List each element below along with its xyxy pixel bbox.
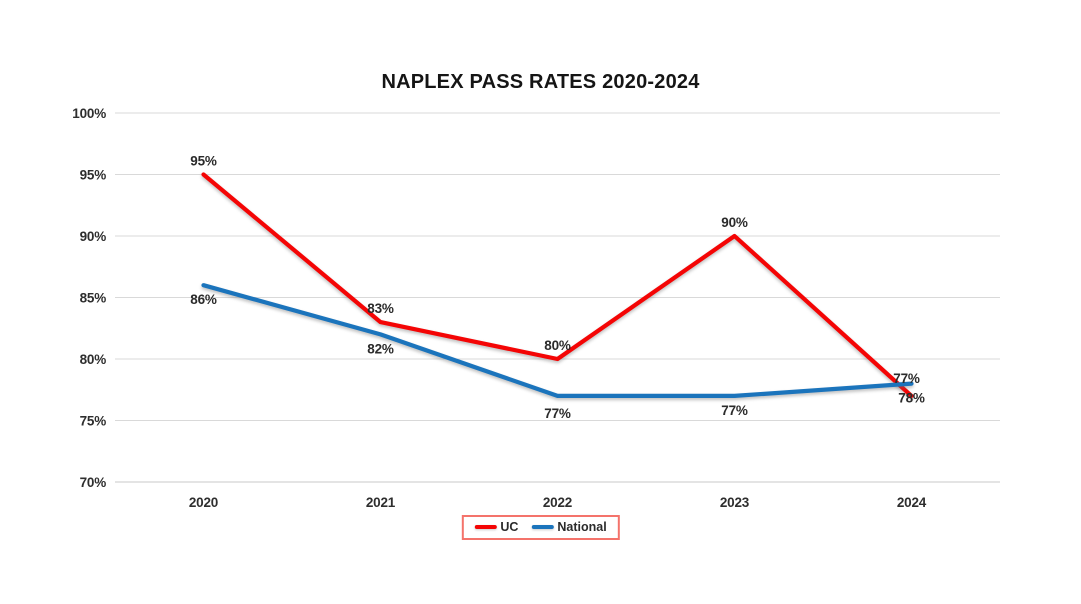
y-axis-labels: 100% 95% 90% 85% 80% 75% 70%	[72, 106, 106, 490]
x-axis-labels: 2020 2021 2022 2023 2024	[189, 495, 927, 510]
legend-item-national: National	[531, 520, 607, 534]
x-tick-label: 2023	[720, 495, 750, 510]
data-labels: 95% 83% 80% 90% 77% 86% 82% 77% 77% 78%	[190, 154, 925, 421]
legend-item-uc: UC	[474, 520, 518, 534]
data-label-national: 77%	[721, 403, 748, 418]
y-tick-label: 80%	[80, 352, 107, 367]
y-tick-label: 75%	[80, 414, 107, 429]
chart-legend: UC National	[461, 515, 620, 540]
y-tick-label: 70%	[80, 475, 107, 490]
data-label-uc: 90%	[721, 215, 748, 230]
legend-label-uc: UC	[500, 520, 519, 534]
data-label-uc: 83%	[367, 301, 394, 316]
data-label-uc: 77%	[893, 371, 920, 386]
legend-swatch-uc	[474, 525, 497, 529]
data-label-uc: 95%	[190, 154, 217, 169]
legend-swatch-national	[531, 525, 554, 529]
chart-title: NAPLEX PASS RATES 2020-2024	[381, 71, 700, 93]
series-line-uc	[201, 172, 914, 398]
series-line-national	[201, 283, 914, 398]
y-tick-label: 95%	[80, 168, 107, 183]
data-label-national: 86%	[190, 292, 217, 307]
y-tick-label: 100%	[72, 106, 106, 121]
y-tick-label: 90%	[80, 229, 107, 244]
y-tick-label: 85%	[80, 291, 107, 306]
data-label-national: 82%	[367, 341, 394, 356]
data-label-national: 77%	[544, 406, 571, 421]
series-lines	[201, 172, 914, 398]
legend-label-national: National	[557, 520, 607, 534]
x-tick-label: 2022	[543, 495, 572, 510]
data-label-national: 78%	[898, 391, 925, 406]
x-tick-label: 2021	[366, 495, 396, 510]
data-label-uc: 80%	[544, 338, 571, 353]
x-tick-label: 2024	[897, 495, 927, 510]
x-tick-label: 2020	[189, 495, 218, 510]
